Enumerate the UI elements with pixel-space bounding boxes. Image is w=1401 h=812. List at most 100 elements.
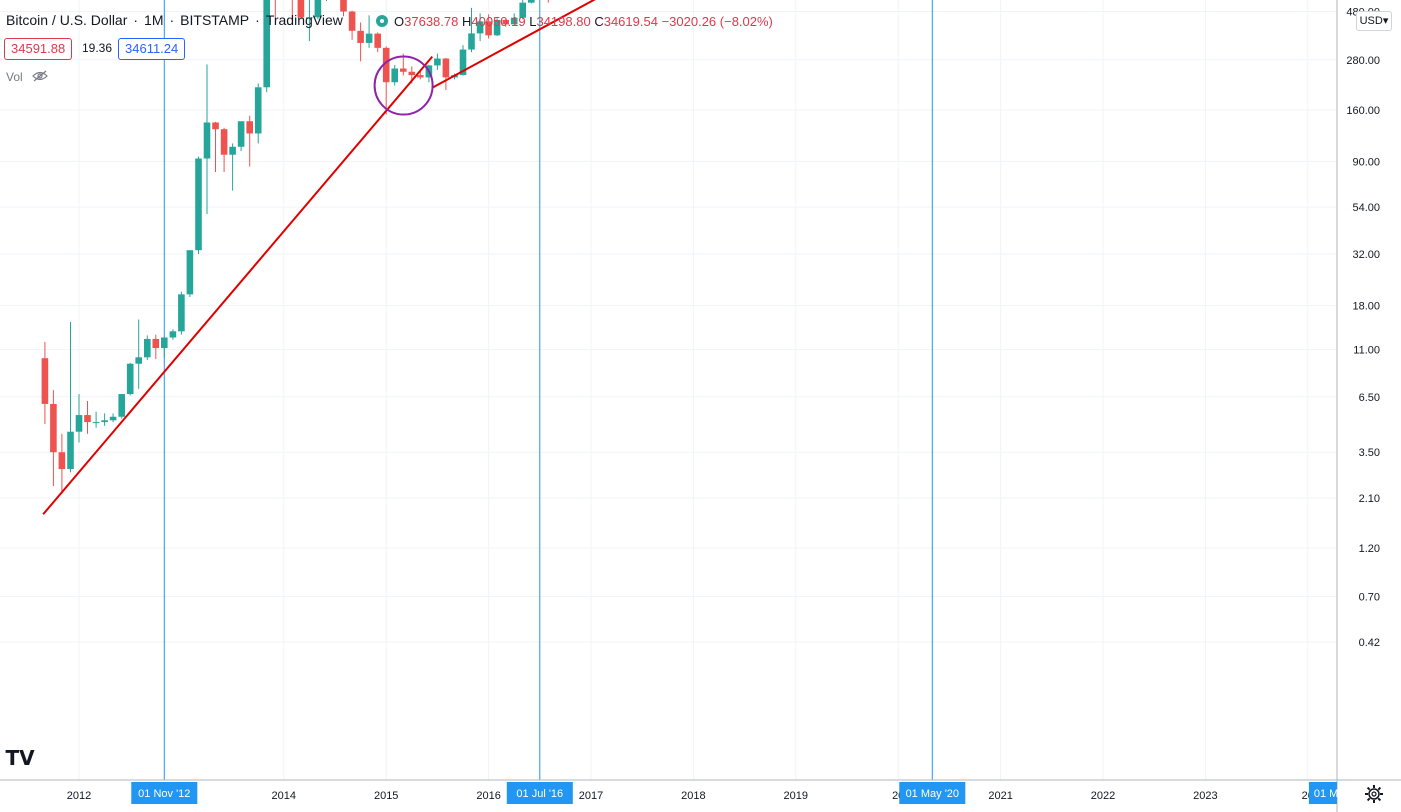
candlesticks [41, 0, 549, 494]
y-tick-label: 18.00 [1352, 301, 1380, 313]
candle-body [178, 294, 185, 332]
tradingview-logo[interactable]: TV [4, 744, 36, 772]
y-tick-label: 280.00 [1346, 55, 1380, 67]
close-label: C [594, 14, 604, 29]
x-tick-label: 2022 [1091, 790, 1115, 802]
candle-body [485, 21, 492, 36]
currency-label: USD [1359, 15, 1383, 27]
candle-body [144, 338, 151, 358]
price-axis[interactable]: 270000.00160000.0090000.0054000.0030000.… [1328, 0, 1398, 812]
trendline [42, 56, 434, 515]
candle-body [169, 331, 177, 338]
edge-marker-bg [1308, 782, 1337, 804]
trendline [431, 0, 596, 89]
time-marker-label: 01 May '20 [906, 788, 959, 800]
candle-body [263, 0, 270, 88]
candle-body [442, 58, 450, 78]
candle-body [519, 2, 526, 18]
time-axis[interactable]: 2012 2014 2015 2016 2017 2018 2019 20 2021 2022 20… [0, 779, 1401, 804]
x-tick-label: 2023 [1193, 790, 1217, 802]
time-marker-bg [899, 782, 966, 804]
candle-body [58, 452, 66, 470]
candle-body [348, 11, 356, 31]
y-tick-label: 11.00 [1353, 345, 1380, 357]
x-tick-label: 2014 [272, 790, 296, 802]
candle-body [434, 58, 441, 66]
candle-body [254, 87, 262, 134]
candle-body [365, 33, 373, 43]
x-tick-label: 2016 [476, 790, 500, 802]
candle-body [152, 338, 160, 349]
y-tick-label: 0.70 [1359, 591, 1380, 603]
candle-body [357, 30, 364, 43]
candle-body [459, 49, 467, 76]
x-tick-label: 2012 [67, 790, 91, 802]
buy-button[interactable]: 34611.24 [118, 38, 186, 60]
exchange-label: BITSTAMP [180, 12, 250, 28]
platform-label: TradingView [265, 12, 343, 28]
candle-body [314, 0, 322, 18]
candle-body [340, 0, 347, 12]
candle-body [476, 21, 484, 34]
candle-body [468, 33, 475, 50]
spread-value: 19.36 [82, 41, 113, 55]
gear-icon[interactable] [1364, 784, 1384, 804]
candle-body [135, 357, 142, 364]
y-tick-label: 6.50 [1359, 392, 1380, 404]
circle-annotation [373, 55, 434, 116]
candle-body [118, 394, 126, 417]
candle-body [229, 146, 236, 155]
low-label: L [529, 14, 537, 29]
candle-body [92, 422, 100, 424]
candle-body [400, 68, 407, 72]
sell-button[interactable]: 34591.88 [4, 38, 73, 60]
candle-body [126, 363, 134, 395]
y-tick-label: 32.00 [1352, 249, 1380, 261]
candle-body [160, 337, 168, 349]
candle-body [41, 358, 49, 404]
eye-hidden-icon[interactable] [32, 70, 48, 82]
change-value: −3020.26 (−8.02%) [661, 14, 773, 29]
candle-body [246, 121, 254, 134]
x-tick-label: 2019 [784, 790, 808, 802]
y-tick-label: 160.00 [1346, 105, 1380, 117]
close-value: 34619.54 [603, 14, 658, 29]
candle-body [50, 403, 57, 453]
x-tick-label: 2018 [681, 790, 705, 802]
candle-body [391, 68, 398, 83]
candle-body [297, 0, 305, 18]
symbol-title[interactable]: Bitcoin / U.S. Dollar · 1M · BITSTAMP · Tradin… [6, 12, 343, 28]
volume-label[interactable]: Vol [6, 70, 23, 84]
y-tick-label: 54.00 [1352, 202, 1380, 214]
open-label: O [394, 14, 405, 29]
open-value: 37638.78 [404, 14, 459, 29]
candle-body [203, 122, 211, 159]
x-tick-label: 2021 [988, 790, 1012, 802]
candle-body [84, 415, 91, 423]
interval-label[interactable]: 1M [144, 12, 164, 28]
high-label: H [461, 14, 472, 29]
edge-marker-label: 01 Ma [1314, 788, 1345, 800]
time-marker-bg [506, 782, 573, 804]
candle-body [416, 75, 424, 78]
y-tick-label: 0.42 [1359, 637, 1380, 649]
time-marker-label: 01 Jul '16 [516, 788, 563, 800]
drawing-annotations[interactable] [42, 0, 1248, 515]
symbol-name[interactable]: Bitcoin / U.S. Dollar [6, 12, 128, 28]
candle-body [109, 416, 117, 421]
currency-select[interactable]: USD▾ [1356, 11, 1392, 31]
candle-body [374, 33, 382, 48]
candle-body [306, 17, 313, 19]
candle-body [101, 420, 108, 423]
ohlc-values: O37638.78 H40050.19 L34198.80 C34619.54 … [394, 14, 773, 29]
x-tick-label: 2017 [579, 790, 603, 802]
time-marker-bg [131, 782, 198, 804]
candle-body [186, 250, 194, 295]
x-tick-label: 2015 [374, 790, 398, 802]
y-tick-label: 2.10 [1359, 493, 1380, 505]
y-tick-label: 1.20 [1359, 543, 1380, 555]
candle-body [493, 19, 501, 36]
candle-body [220, 129, 228, 155]
candle-body [510, 17, 518, 25]
